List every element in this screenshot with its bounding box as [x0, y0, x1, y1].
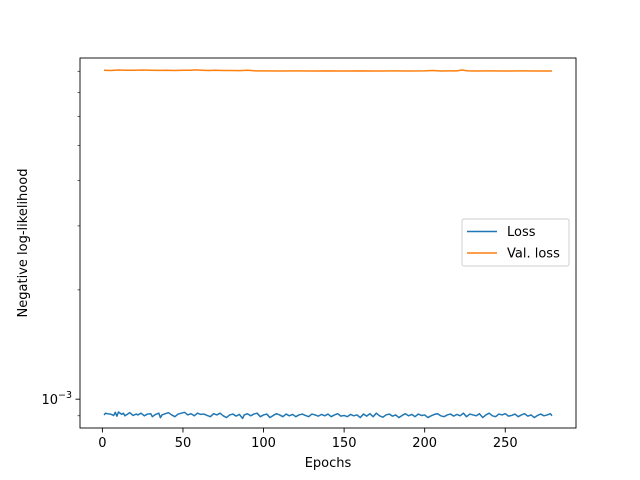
- x-tick-label: 100: [251, 436, 276, 451]
- x-axis-label: Epochs: [305, 456, 352, 471]
- x-tick-label: 150: [332, 436, 357, 451]
- plot-lines: [103, 69, 553, 420]
- x-tick-label: 0: [98, 436, 106, 451]
- x-axis-ticks: 0 50 100 150 200 250: [98, 428, 518, 451]
- axes-frame: [79, 57, 577, 429]
- legend-label-loss: Loss: [507, 225, 536, 240]
- y-axis-label: Negative log-likelihood: [16, 169, 31, 318]
- legend-label-val-loss: Val. loss: [507, 247, 560, 262]
- loss-series-line: [103, 411, 553, 420]
- legend: Loss Val. loss: [461, 218, 570, 267]
- x-tick-label: 250: [493, 436, 518, 451]
- val-loss-series-line: [103, 69, 552, 72]
- x-tick-label: 50: [175, 436, 192, 451]
- x-tick-label: 200: [412, 436, 437, 451]
